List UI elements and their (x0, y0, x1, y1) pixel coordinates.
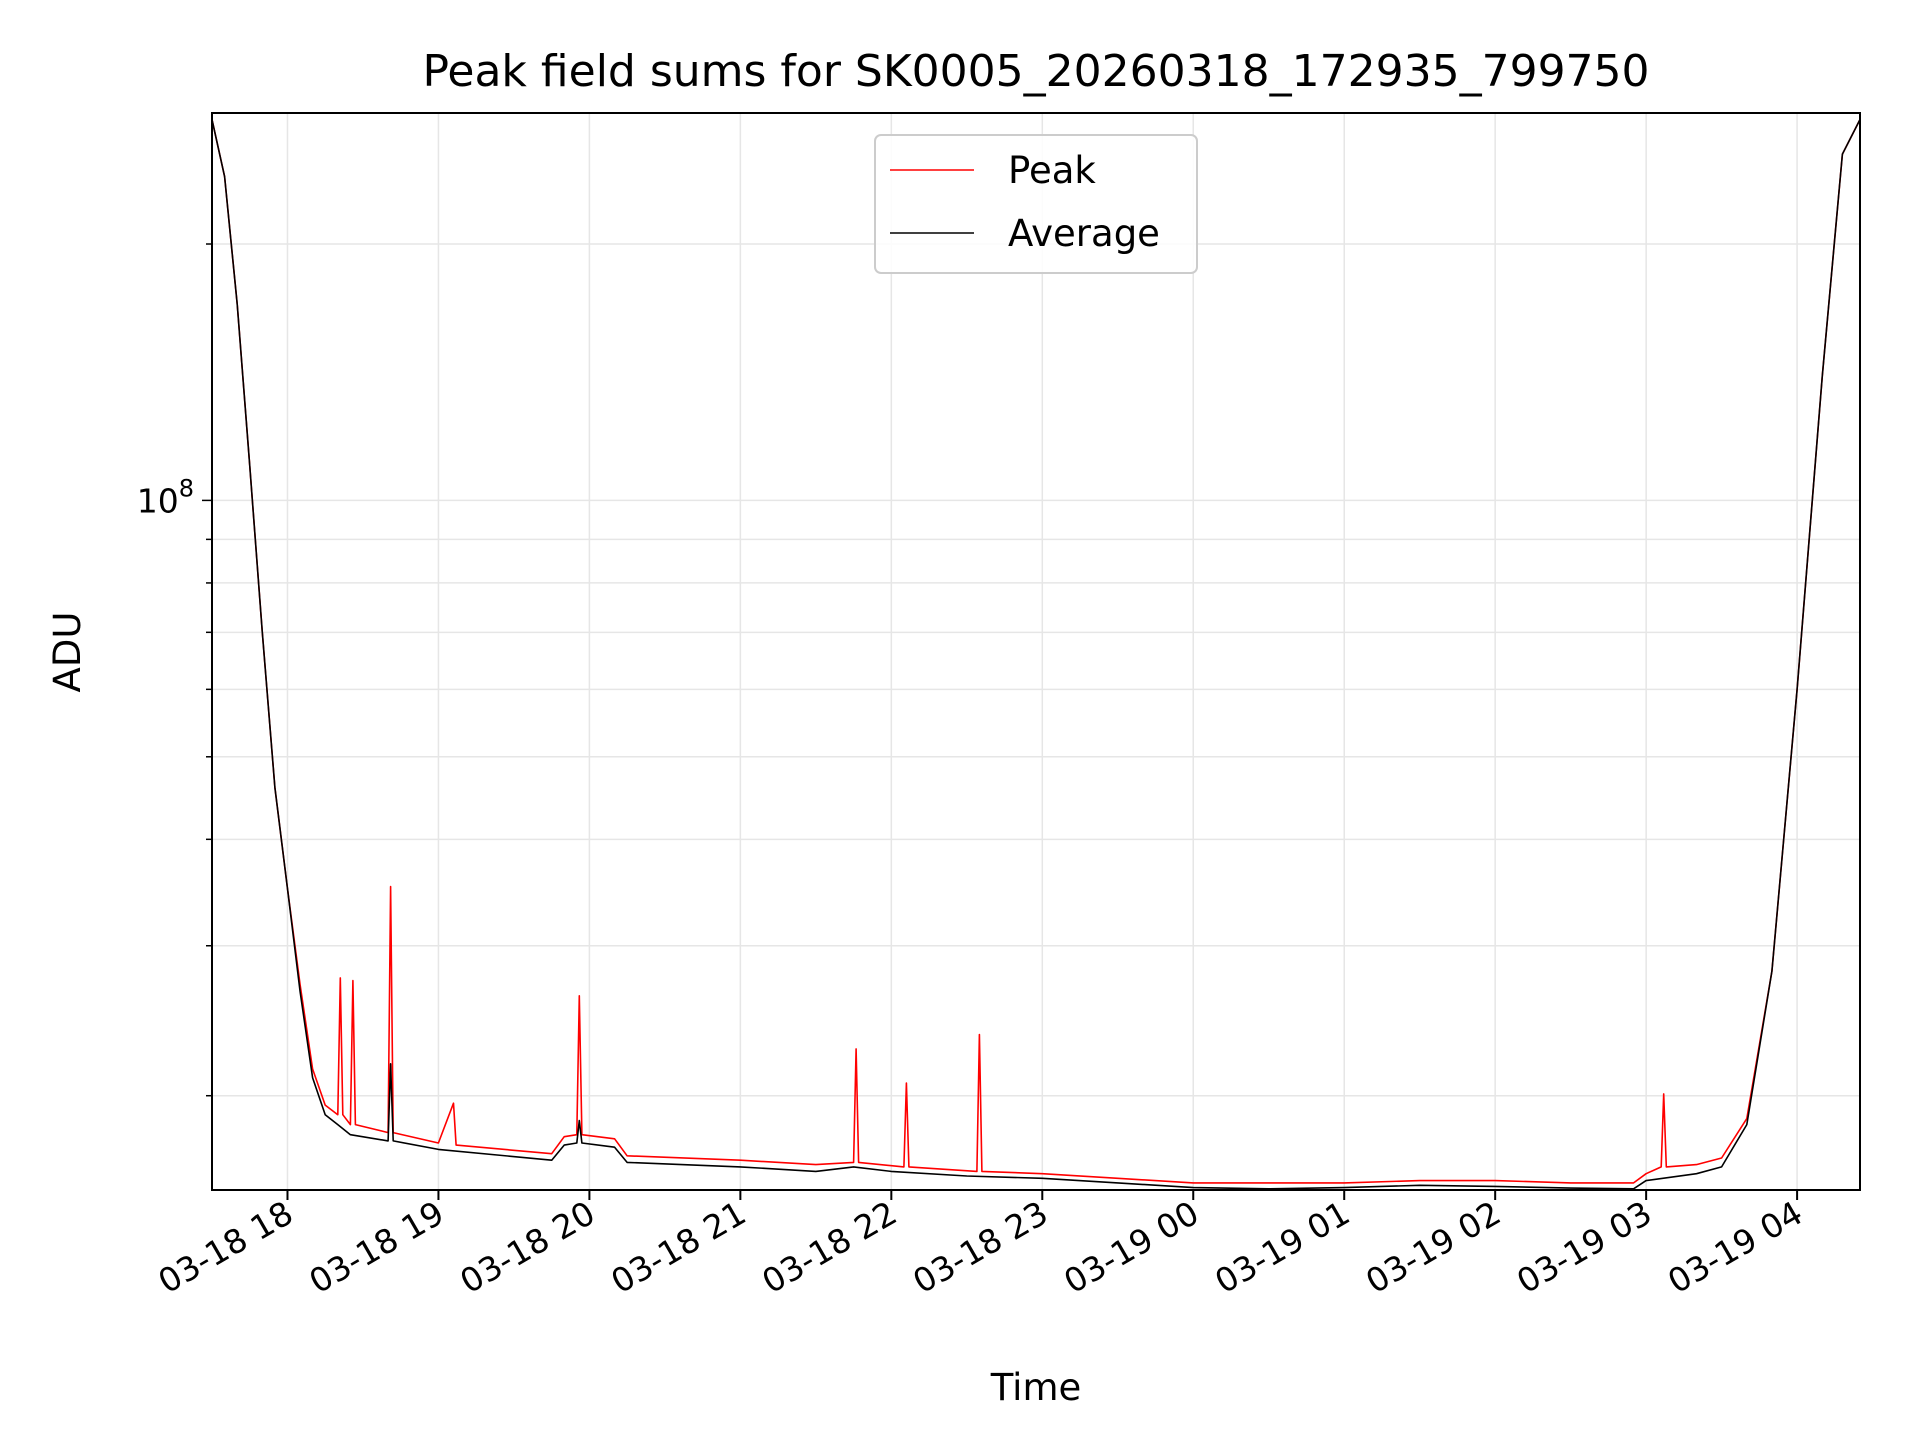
legend: Peak Average (874, 134, 1198, 274)
grid (212, 113, 1860, 1190)
y-axis: 108 (137, 243, 212, 1097)
x-tick-label: 03-19 04 (1661, 1193, 1809, 1301)
y-axis-label: ADU (46, 612, 89, 693)
x-axis: 03-18 18 03-18 19 03-18 20 03-18 21 03-18 22… (151, 1190, 1809, 1301)
chart-title: Peak field sums for SK0005_20260318_1729… (422, 46, 1649, 97)
series-layer (211, 119, 1861, 1190)
legend-label-peak: Peak (1008, 149, 1096, 192)
x-tick-label: 03-19 00 (1057, 1193, 1205, 1301)
x-tick-label: 03-19 03 (1510, 1193, 1658, 1301)
series-line-peak (211, 119, 1861, 1184)
x-tick-label: 03-18 19 (302, 1193, 450, 1301)
x-axis-label: Time (990, 1366, 1082, 1409)
legend-label-average: Average (1008, 212, 1160, 255)
x-tick-label: 03-18 18 (151, 1193, 299, 1301)
plot-frame (211, 112, 1861, 1191)
y-tick-label: 108 (137, 474, 194, 520)
x-tick-label: 03-19 02 (1359, 1193, 1507, 1301)
x-tick-label: 03-18 20 (453, 1193, 601, 1301)
x-tick-label: 03-19 01 (1208, 1193, 1356, 1301)
series-line-average (211, 119, 1861, 1190)
x-tick-label: 03-18 23 (906, 1193, 1054, 1301)
x-tick-label: 03-18 21 (604, 1193, 752, 1301)
x-tick-label: 03-18 22 (755, 1193, 903, 1301)
